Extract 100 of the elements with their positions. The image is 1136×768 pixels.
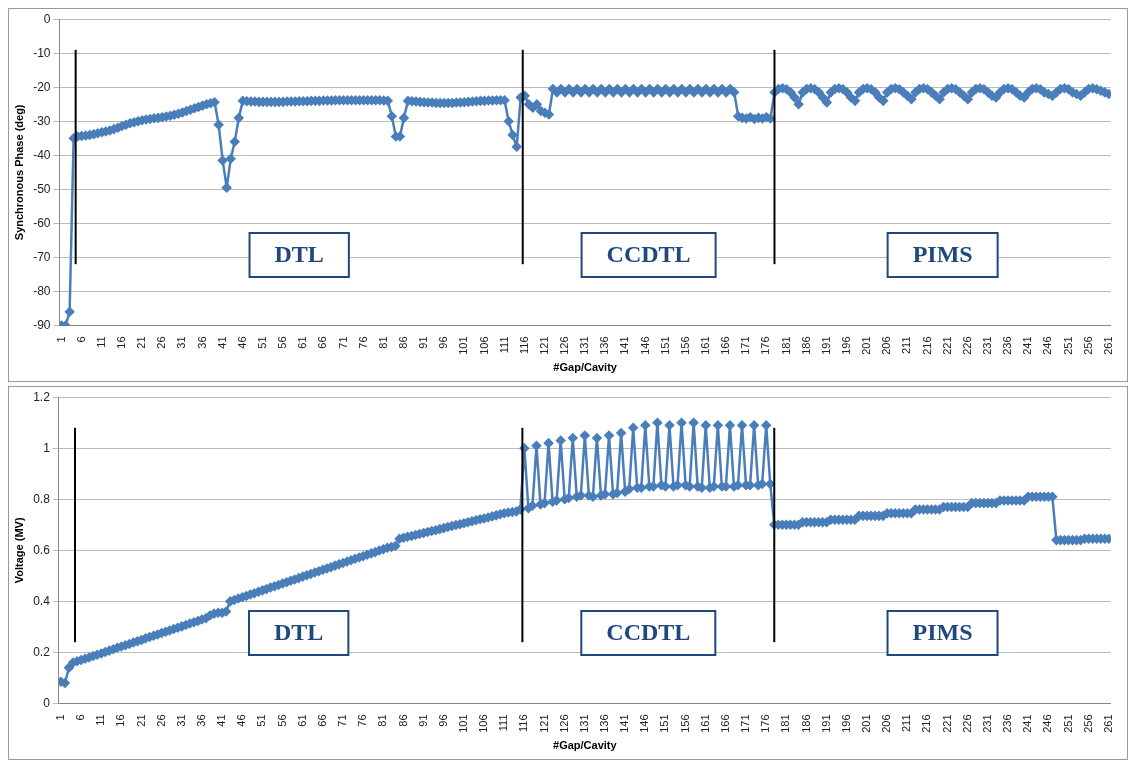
y-tick-label: 1.2 [33, 389, 51, 404]
x-tick-label: 246 [1041, 714, 1054, 733]
x-tick-label: 96 [437, 336, 450, 349]
x-tick-label: 76 [356, 336, 369, 349]
x-tick-label: 86 [396, 714, 409, 727]
x-tick-label: 1 [54, 336, 67, 343]
y-tick-label: 0 [43, 695, 51, 710]
x-axis-title: #Gap/Cavity [553, 361, 618, 374]
x-tick-label: 156 [678, 714, 691, 733]
x-tick-label: 186 [799, 336, 812, 355]
x-tick-label: 206 [880, 714, 893, 733]
x-tick-label: 166 [718, 714, 731, 733]
annotation: DTL [274, 619, 324, 646]
x-tick-label: 136 [598, 714, 611, 733]
y-tick-label: 0 [43, 11, 51, 26]
x-tick-label: 131 [577, 714, 590, 733]
annotation: CCDTL [606, 241, 691, 268]
x-tick-label: 41 [215, 336, 228, 349]
x-tick-label: 211 [900, 336, 913, 354]
x-tick-label: 256 [1081, 336, 1094, 355]
y-axis-title: Synchronous Phase (deg) [12, 104, 25, 241]
x-tick-label: 31 [174, 714, 187, 727]
x-tick-label: 51 [255, 336, 268, 349]
x-tick-label: 136 [598, 336, 611, 355]
x-tick-label: 66 [316, 336, 329, 349]
x-tick-label: 26 [154, 714, 167, 727]
x-tick-label: 121 [537, 714, 550, 733]
x-tick-label: 116 [517, 714, 530, 732]
x-tick-label: 261 [1101, 714, 1114, 733]
y-tick-label: -70 [33, 249, 51, 264]
x-tick-label: 191 [819, 714, 832, 733]
x-tick-label: 56 [275, 714, 288, 727]
x-tick-label: 71 [336, 714, 349, 727]
x-tick-label: 111 [497, 714, 510, 732]
x-tick-label: 141 [618, 336, 631, 355]
x-tick-label: 11 [94, 714, 107, 726]
x-tick-label: 46 [235, 714, 248, 727]
x-tick-label: 86 [396, 336, 409, 349]
x-tick-label: 16 [114, 714, 127, 727]
x-tick-label: 126 [558, 336, 571, 355]
x-tick-label: 221 [940, 714, 953, 733]
x-tick-label: 36 [195, 336, 208, 349]
x-tick-label: 126 [557, 714, 570, 733]
x-tick-label: 21 [134, 714, 147, 727]
x-tick-label: 46 [235, 336, 248, 349]
annotation: PIMS [912, 619, 973, 646]
y-tick-label: 0.4 [33, 593, 51, 608]
x-tick-label: 81 [376, 714, 389, 727]
x-tick-label: 111 [497, 336, 510, 354]
x-tick-label: 146 [638, 714, 651, 733]
x-tick-label: 151 [658, 714, 671, 733]
x-tick-label: 216 [920, 714, 933, 733]
y-tick-label: -10 [33, 45, 51, 60]
y-axis-title: Voltage (MV) [12, 517, 25, 584]
x-tick-label: 201 [860, 336, 873, 355]
y-tick-label: -60 [33, 215, 51, 230]
x-tick-label: 131 [578, 336, 591, 355]
x-tick-label: 241 [1021, 336, 1034, 355]
y-tick-label: -20 [33, 79, 51, 94]
x-tick-label: 241 [1021, 714, 1034, 733]
x-tick-label: 91 [417, 336, 430, 349]
x-tick-label: 171 [739, 336, 752, 355]
x-tick-label: 21 [135, 336, 148, 349]
x-tick-label: 106 [477, 336, 490, 355]
x-tick-label: 236 [1001, 336, 1014, 355]
x-tick-label: 66 [315, 714, 328, 727]
y-tick-label: 0.2 [33, 644, 51, 659]
x-tick-label: 186 [799, 714, 812, 733]
x-tick-label: 6 [74, 714, 87, 721]
x-tick-label: 211 [900, 714, 913, 732]
x-tick-label: 121 [537, 336, 550, 355]
y-tick-label: 0.6 [33, 542, 51, 557]
x-tick-label: 106 [477, 714, 490, 733]
x-tick-label: 231 [980, 714, 993, 733]
x-tick-label: 96 [436, 714, 449, 727]
y-tick-label: -50 [33, 181, 51, 196]
y-tick-label: -90 [33, 317, 51, 332]
annotation: PIMS [912, 241, 973, 268]
x-tick-label: 191 [819, 336, 832, 355]
x-tick-label: 171 [739, 714, 752, 733]
x-axis-title: #Gap/Cavity [553, 739, 618, 752]
annotation: DTL [274, 241, 324, 268]
x-tick-label: 181 [779, 714, 792, 733]
x-tick-label: 71 [336, 336, 349, 349]
x-tick-label: 41 [215, 714, 228, 727]
x-tick-label: 6 [74, 336, 87, 343]
x-tick-label: 61 [296, 336, 309, 349]
x-tick-label: 176 [759, 714, 772, 733]
x-tick-label: 61 [295, 714, 308, 727]
x-tick-label: 146 [638, 336, 651, 355]
x-tick-label: 181 [779, 336, 792, 355]
x-tick-label: 231 [980, 336, 993, 355]
x-tick-label: 1 [53, 714, 66, 721]
x-tick-label: 196 [839, 714, 852, 733]
x-tick-label: 201 [859, 714, 872, 733]
y-tick-label: -30 [33, 113, 51, 128]
x-tick-label: 56 [276, 336, 289, 349]
y-tick-label: -80 [33, 283, 51, 298]
x-tick-label: 81 [376, 336, 389, 349]
x-tick-label: 251 [1061, 336, 1074, 355]
